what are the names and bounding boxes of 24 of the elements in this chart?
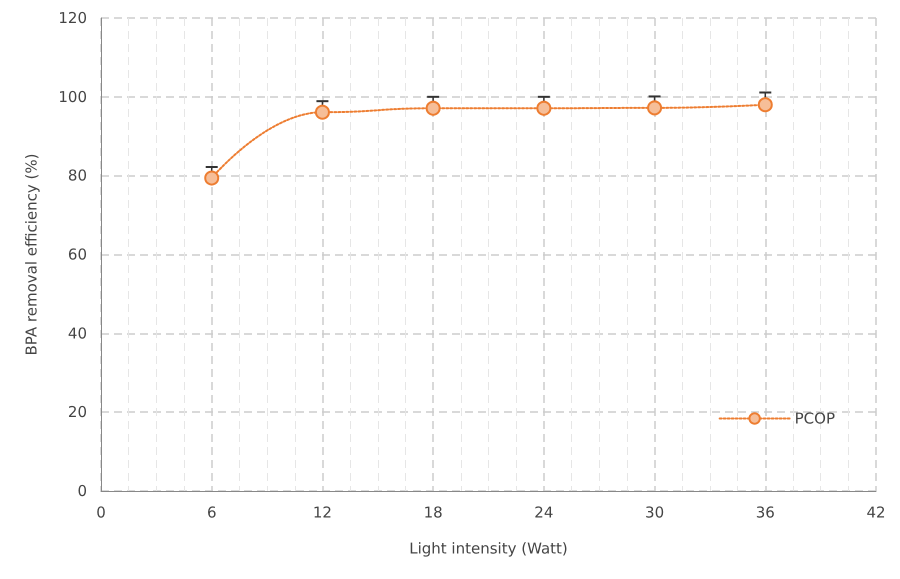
y-tick-label: 20: [68, 403, 87, 422]
x-tick-label: 18: [424, 504, 443, 522]
point: [536, 100, 552, 116]
y-tick-label: 100: [58, 88, 87, 106]
legend-label: PCOP: [794, 410, 836, 428]
y-tick-label: 0: [77, 482, 87, 500]
x-tick-label: 36: [756, 504, 775, 522]
y-tick-label: 80: [68, 166, 87, 185]
x-tick-label: 24: [534, 504, 554, 522]
x-tick-label: 0: [96, 504, 106, 522]
y-tick-label: 60: [68, 246, 87, 264]
x-tick-label: 30: [645, 504, 664, 522]
y-axis-title: BPA removal efficiency (%): [22, 154, 40, 356]
point: [204, 170, 220, 186]
x-tick-label: 6: [206, 504, 216, 522]
y-tick-label: 40: [68, 324, 87, 342]
point: [314, 104, 330, 120]
x-tick-label: 12: [312, 504, 332, 522]
point: [426, 100, 441, 116]
x-tick-label: 42: [866, 504, 886, 522]
x-axis-title: Light intensity (Watt): [409, 540, 568, 558]
point: [758, 97, 773, 112]
point: [647, 100, 662, 116]
y-tick-label: 120: [58, 9, 87, 27]
